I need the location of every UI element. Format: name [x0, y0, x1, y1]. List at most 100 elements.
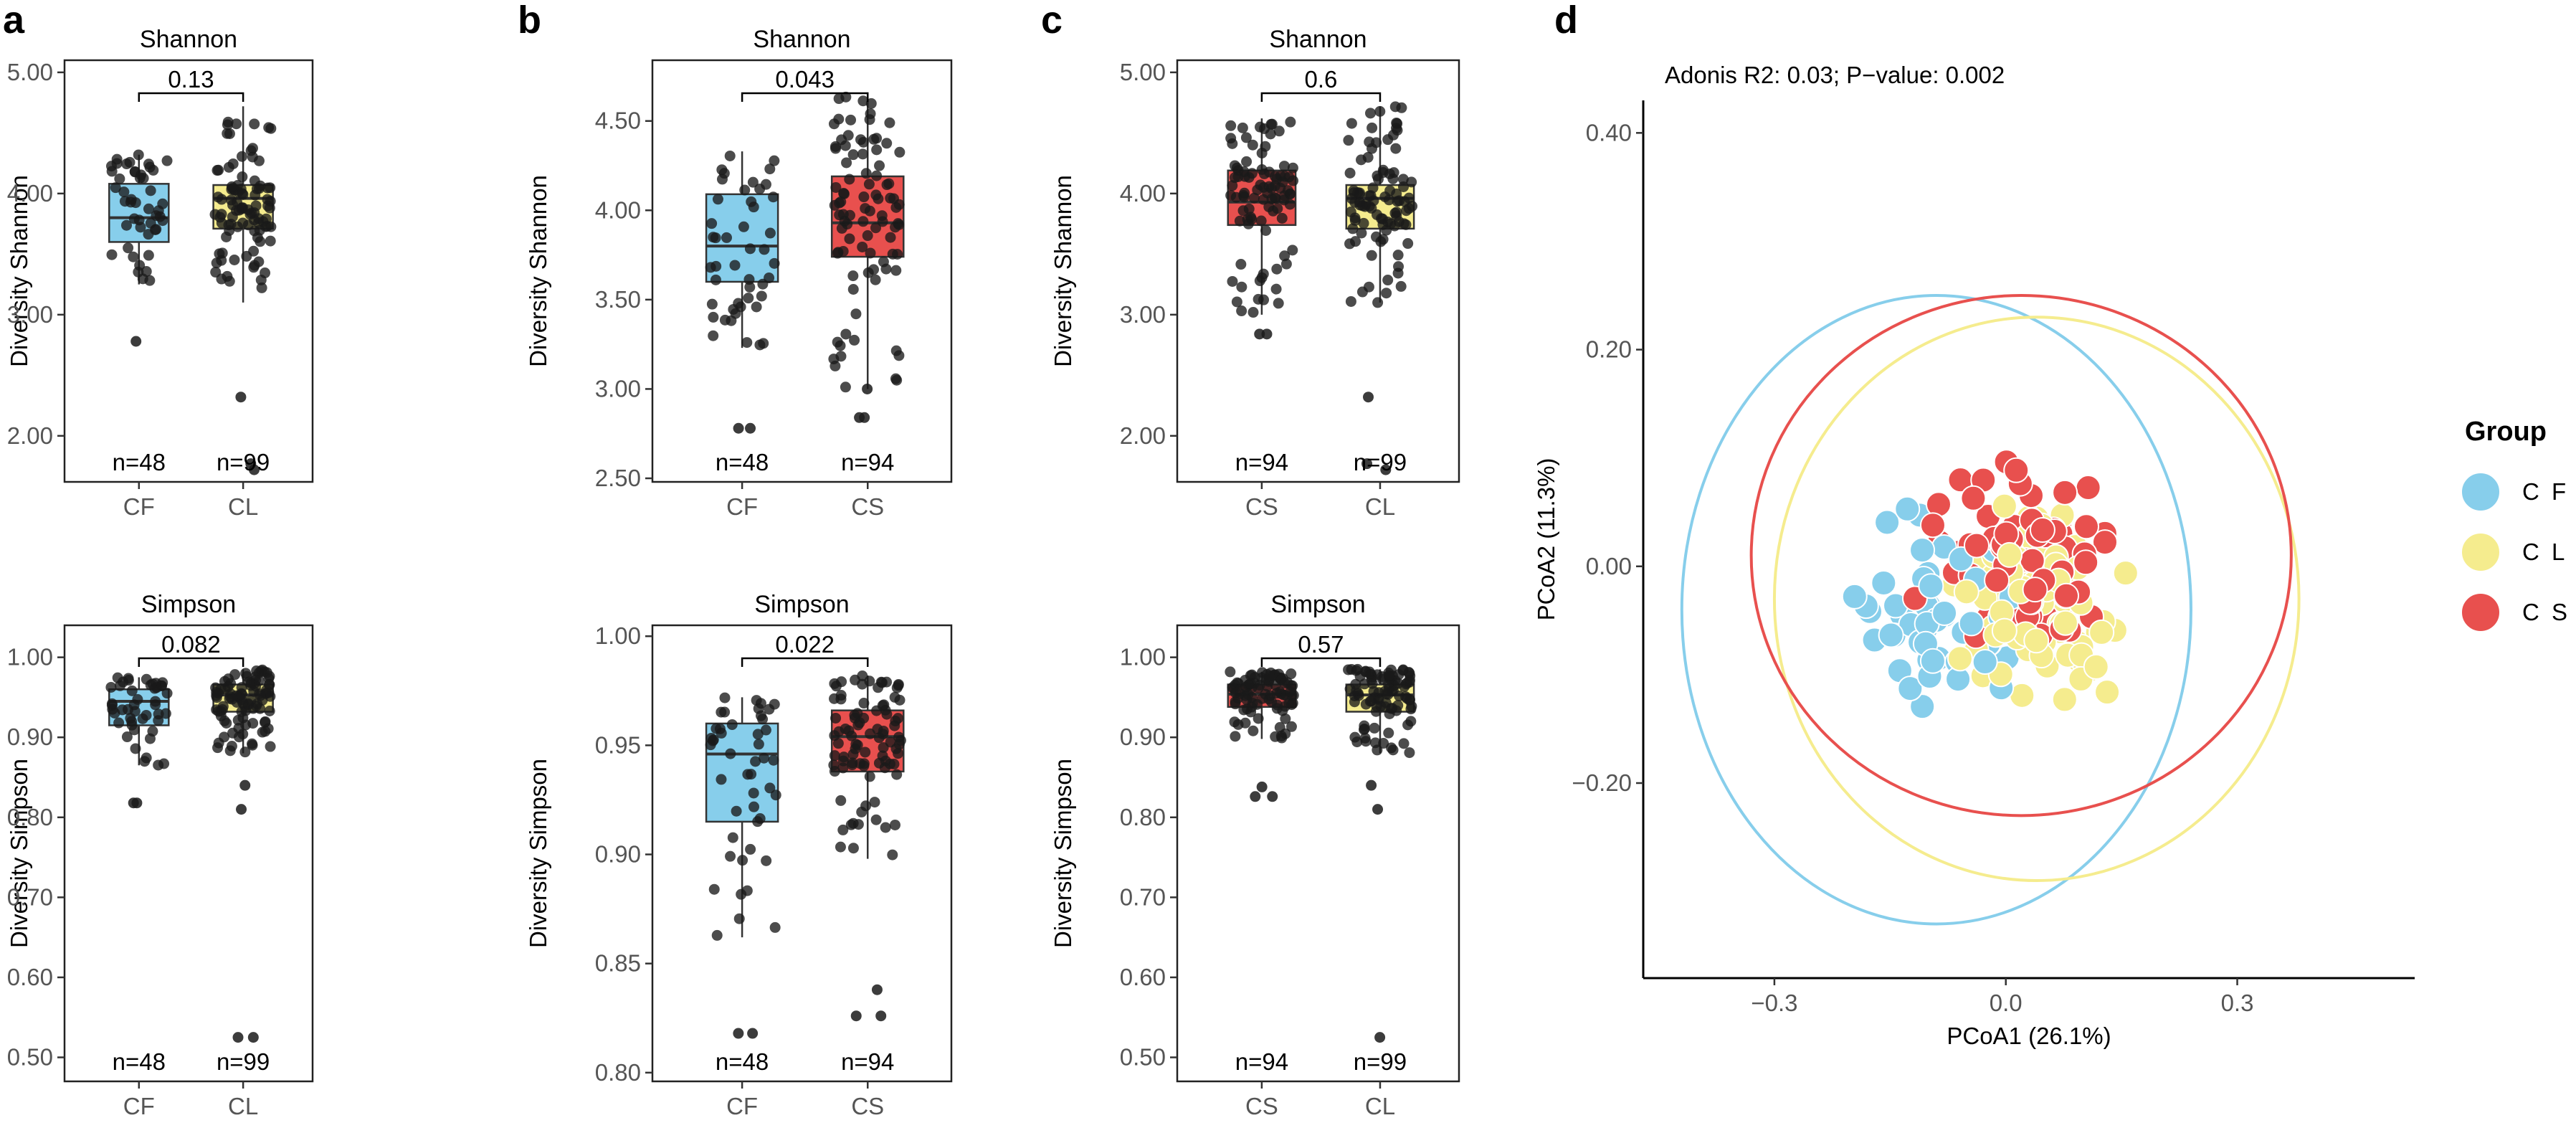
data-point — [1263, 181, 1275, 192]
x-tick-label-cl: CL — [1365, 493, 1395, 520]
data-point — [738, 221, 749, 232]
x-tick-label-cs: CS — [1245, 493, 1278, 520]
scatter-point-cs — [2053, 582, 2080, 609]
boxplot-a-simpson: Simpson Diversity Simpson 0.50 0.60 0.70 0.80… — [6, 591, 314, 1119]
data-point — [737, 855, 748, 866]
data-point — [838, 752, 850, 763]
data-point — [889, 819, 900, 830]
data-point — [1247, 725, 1259, 736]
data-point — [161, 155, 173, 166]
scatter-point-cs — [2073, 513, 2100, 540]
outlier-point — [1372, 804, 1384, 815]
data-point — [213, 164, 224, 176]
data-point — [257, 664, 268, 675]
x-tick-label-cl: CL — [228, 1093, 258, 1119]
data-point — [724, 150, 736, 161]
data-point — [708, 311, 719, 323]
data-point — [121, 158, 133, 170]
data-point — [1346, 118, 1357, 129]
outlier-point — [850, 1010, 862, 1022]
data-point — [1276, 212, 1288, 224]
x-tick-label: −0.3 — [1751, 990, 1797, 1016]
panel-letter-c: c — [1041, 0, 1063, 42]
outlier-point — [247, 1032, 259, 1043]
data-point — [1256, 272, 1268, 283]
y-axis-label: Diversity Simpson — [6, 759, 32, 948]
n-label-cf: n=48 — [113, 449, 166, 475]
data-point — [871, 170, 883, 181]
n-label-cs: n=94 — [841, 1048, 894, 1075]
data-point — [880, 263, 892, 275]
data-point — [885, 192, 896, 204]
data-point — [743, 293, 754, 304]
data-point — [1382, 275, 1394, 286]
y-tick-label: 0.60 — [1120, 964, 1166, 990]
boxplot-b-simpson: Simpson Diversity Simpson 0.80 0.85 0.90 0.95… — [525, 591, 953, 1119]
panel-letter-a: a — [3, 0, 25, 42]
data-point — [769, 698, 780, 710]
data-point — [1285, 686, 1296, 698]
pvalue-bracket — [1260, 657, 1382, 667]
data-point — [1253, 713, 1264, 724]
data-point — [121, 731, 133, 743]
data-point — [1393, 216, 1405, 227]
data-point — [262, 200, 274, 212]
data-point — [874, 160, 885, 171]
data-point — [105, 681, 117, 693]
data-point — [125, 713, 136, 724]
data-point — [891, 682, 903, 693]
data-point — [1405, 703, 1417, 715]
data-point — [873, 682, 884, 693]
data-point — [1236, 281, 1247, 293]
data-point — [847, 149, 859, 161]
data-point — [1359, 678, 1370, 690]
data-point — [256, 282, 267, 293]
n-label-cl: n=99 — [217, 1048, 270, 1075]
data-point — [1405, 670, 1416, 681]
plot-title: Simpson — [1270, 591, 1365, 618]
data-point — [885, 232, 896, 243]
data-point — [1364, 666, 1375, 678]
data-point — [1397, 181, 1409, 192]
data-point — [870, 189, 882, 201]
y-tick-label: −0.20 — [1572, 769, 1632, 796]
data-point — [1360, 736, 1372, 747]
data-point — [860, 168, 872, 179]
data-point — [862, 267, 874, 278]
data-point — [729, 260, 741, 271]
y-tick-label: 0.70 — [1120, 883, 1166, 910]
data-point — [1232, 719, 1244, 730]
x-tick-label-cf: CF — [726, 1093, 758, 1119]
data-point — [1225, 666, 1236, 678]
data-point — [864, 205, 875, 217]
data-point — [730, 308, 741, 319]
y-tick-label: 3.00 — [7, 301, 53, 328]
outlier-point — [733, 422, 744, 434]
data-point — [236, 151, 247, 162]
y-tick-label: 4.00 — [595, 196, 641, 223]
data-point — [1230, 731, 1241, 742]
scatter-point-cf — [1878, 622, 1904, 648]
data-point — [828, 118, 840, 130]
data-point — [829, 730, 840, 741]
data-point — [890, 202, 902, 213]
data-point — [231, 118, 242, 130]
data-point — [748, 202, 759, 213]
x-axis-label: PCoA1 (26.1%) — [1947, 1023, 2111, 1049]
data-point — [1253, 293, 1264, 305]
scatter-point-cf — [1958, 610, 1985, 637]
legend-title: Group — [2465, 417, 2547, 447]
data-point — [257, 726, 268, 738]
data-point — [226, 181, 237, 192]
data-point — [1288, 175, 1299, 186]
data-point — [1365, 190, 1377, 202]
pvalue-bracket — [138, 657, 244, 667]
data-point — [1285, 668, 1297, 680]
data-point — [840, 381, 851, 393]
pvalue-bracket — [741, 657, 869, 667]
data-point — [1232, 165, 1244, 176]
data-point — [857, 95, 869, 107]
data-point — [1393, 669, 1405, 681]
pvalue-label: 0.57 — [1298, 631, 1344, 658]
data-point — [1343, 664, 1354, 675]
